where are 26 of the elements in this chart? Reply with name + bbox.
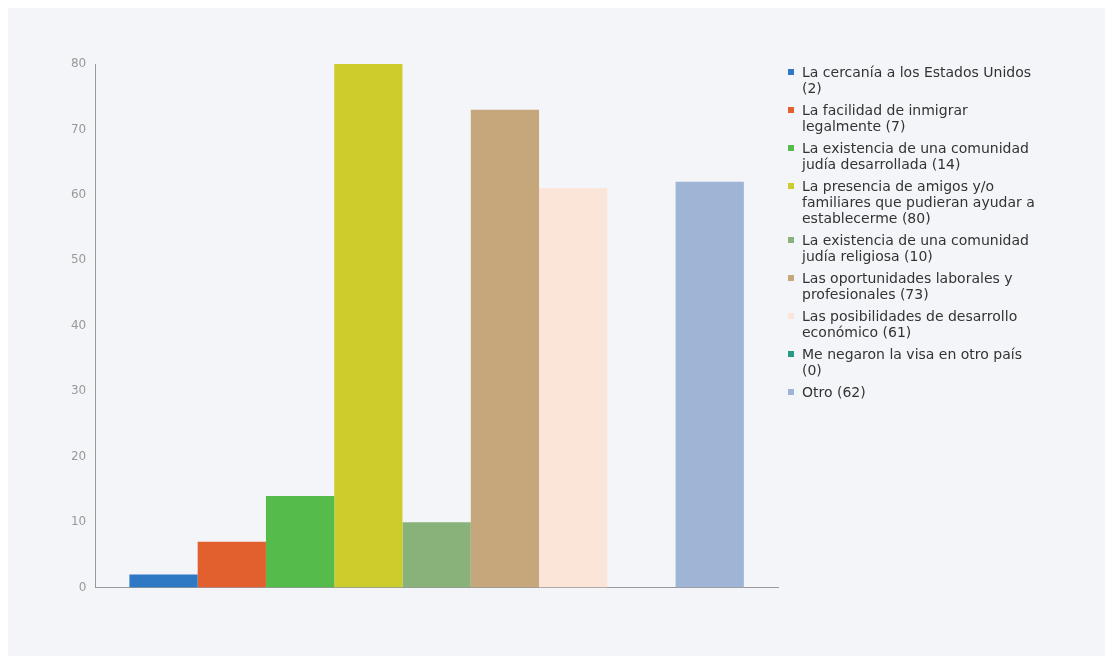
bar (402, 522, 471, 588)
y-tick-label: 40 (70, 317, 87, 332)
bar (539, 188, 608, 588)
legend-label: La existencia de una comunidad judía religiosa (10) (802, 232, 1030, 264)
y-tick-label: 10 (70, 514, 87, 529)
bar (265, 495, 335, 588)
y-tick-label: 80 (70, 56, 87, 71)
bar (197, 541, 266, 588)
y-tick-label: 0 (78, 579, 87, 594)
y-tick-label: 30 (70, 383, 87, 398)
bar (470, 109, 540, 588)
bar (129, 574, 198, 588)
legend-label: Las posibilidades de desarrollo económico (61) (802, 308, 1019, 340)
y-tick-label: 60 (70, 187, 87, 202)
legend-label: Las oportunidades laborales y profesionales (73) (802, 270, 1014, 302)
y-tick-label: 20 (70, 448, 87, 463)
bar (334, 64, 403, 588)
legend-label: La existencia de una comunidad judía desarrollada (14) (802, 140, 1030, 172)
legend-label: La facilidad de inmigrar legalmente (7) (802, 102, 969, 134)
y-tick-label: 70 (70, 121, 87, 136)
legend-label: La cercanía a los Estados Unidos (2) (802, 64, 1033, 96)
bar (675, 181, 744, 588)
legend-label: La presencia de amigos y/o familiares que pudieran ayudar a establecerme (80) (802, 178, 1036, 226)
legend-label: Otro (62) (802, 384, 866, 400)
y-tick-label: 50 (70, 252, 87, 267)
legend-label: Me negaron la visa en otro país (0) (802, 346, 1023, 378)
